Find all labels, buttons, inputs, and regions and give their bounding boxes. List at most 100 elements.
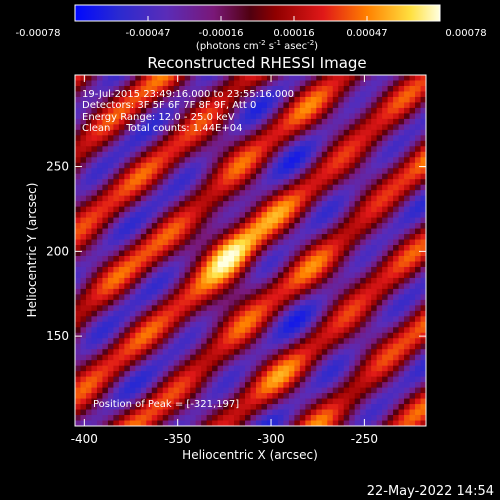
heatmap-cell — [316, 184, 323, 191]
heatmap-cell — [102, 157, 109, 164]
heatmap-cell — [135, 146, 142, 153]
heatmap-cell — [162, 184, 169, 191]
heatmap-cell — [305, 217, 312, 224]
heatmap-cell — [266, 118, 274, 125]
heatmap-cell — [223, 245, 230, 252]
heatmap-cell — [228, 310, 235, 317]
heatmap-cell — [201, 239, 208, 246]
heatmap-cell — [75, 124, 82, 131]
heatmap-cell — [146, 190, 153, 197]
heatmap-cell — [201, 415, 208, 422]
heatmap-cell — [376, 85, 383, 93]
heatmap-cell — [393, 85, 400, 93]
heatmap-cell — [85, 354, 93, 361]
heatmap-cell — [140, 332, 147, 339]
heatmap-cell — [124, 234, 131, 241]
heatmap-cell — [118, 332, 125, 339]
heatmap-cell — [360, 283, 367, 290]
heatmap-cell — [239, 190, 246, 197]
heatmap-cell — [162, 261, 169, 268]
heatmap-cell — [376, 261, 383, 268]
heatmap-cell — [113, 146, 120, 153]
heatmap-cell — [371, 376, 378, 383]
heatmap-cell — [398, 327, 405, 334]
heatmap-cell — [283, 310, 290, 317]
heatmap-cell — [146, 255, 153, 263]
heatmap-cell — [217, 398, 224, 405]
heatmap-cell — [75, 354, 82, 361]
heatmap-cell — [91, 420, 98, 426]
heatmap-cell — [261, 415, 268, 422]
heatmap-cell — [327, 332, 334, 339]
heatmap-cell — [266, 80, 274, 87]
colorbar-tick-label: 0.00078 — [445, 28, 486, 39]
heatmap-cell — [288, 107, 295, 114]
heatmap-cell — [245, 173, 252, 180]
heatmap-cell — [321, 195, 328, 202]
heatmap-cell — [354, 404, 361, 411]
heatmap-cell — [212, 294, 219, 301]
heatmap-cell — [387, 113, 394, 120]
heatmap-cell — [305, 376, 312, 383]
heatmap-cell — [140, 310, 147, 317]
heatmap-cell — [382, 168, 389, 175]
heatmap-cell — [107, 80, 114, 87]
heatmap-cell — [223, 299, 230, 306]
heatmap-cell — [305, 338, 312, 345]
heatmap-cell — [195, 201, 202, 208]
heatmap-cell — [212, 179, 219, 186]
heatmap-cell — [173, 75, 180, 82]
heatmap-cell — [354, 420, 361, 426]
heatmap-cell — [360, 360, 367, 367]
heatmap-cell — [338, 266, 345, 274]
heatmap-cell — [102, 420, 109, 426]
heatmap-cell — [321, 129, 328, 136]
heatmap-cell — [135, 245, 142, 252]
heatmap-cell — [354, 206, 361, 213]
heatmap-cell — [387, 398, 394, 405]
heatmap-cell — [157, 113, 164, 120]
heatmap-cell — [135, 277, 142, 284]
heatmap-cell — [146, 228, 153, 235]
heatmap-cell — [245, 398, 252, 405]
heatmap-cell — [338, 310, 345, 317]
heatmap-cell — [250, 272, 257, 279]
heatmap-cell — [179, 338, 186, 345]
heatmap-cell — [107, 179, 114, 186]
heatmap-cell — [129, 124, 136, 131]
heatmap-cell — [294, 387, 301, 394]
heatmap-cell — [332, 327, 339, 334]
heatmap-cell — [245, 206, 252, 213]
heatmap-cell — [239, 85, 246, 93]
heatmap-cell — [173, 398, 180, 405]
heatmap-cell — [354, 338, 361, 345]
heatmap-cell — [261, 162, 268, 169]
heatmap-cell — [310, 349, 317, 356]
heatmap-cell — [135, 415, 142, 422]
heatmap-cell — [371, 184, 378, 191]
heatmap-cell — [168, 75, 175, 82]
heatmap-cell — [184, 376, 191, 383]
heatmap-cell — [283, 129, 290, 136]
heatmap-cell — [360, 404, 367, 411]
heatmap-cell — [212, 80, 219, 87]
heatmap-cell — [195, 349, 202, 356]
heatmap-cell — [102, 283, 109, 290]
heatmap-cell — [140, 107, 147, 114]
heatmap-cell — [201, 349, 208, 356]
heatmap-cell — [393, 245, 400, 252]
heatmap-cell — [157, 146, 164, 153]
heatmap-cell — [349, 129, 356, 136]
heatmap-cell — [107, 146, 114, 153]
heatmap-cell — [310, 206, 317, 213]
heatmap-cell — [420, 283, 426, 290]
heatmap-cell — [288, 190, 295, 197]
heatmap-cell — [343, 404, 350, 411]
heatmap-cell — [179, 217, 186, 224]
heatmap-cell — [299, 316, 306, 323]
heatmap-cell — [206, 135, 213, 142]
heatmap-cell — [266, 371, 274, 378]
heatmap-cell — [371, 173, 378, 180]
heatmap-cell — [261, 294, 268, 301]
heatmap-cell — [157, 217, 164, 224]
